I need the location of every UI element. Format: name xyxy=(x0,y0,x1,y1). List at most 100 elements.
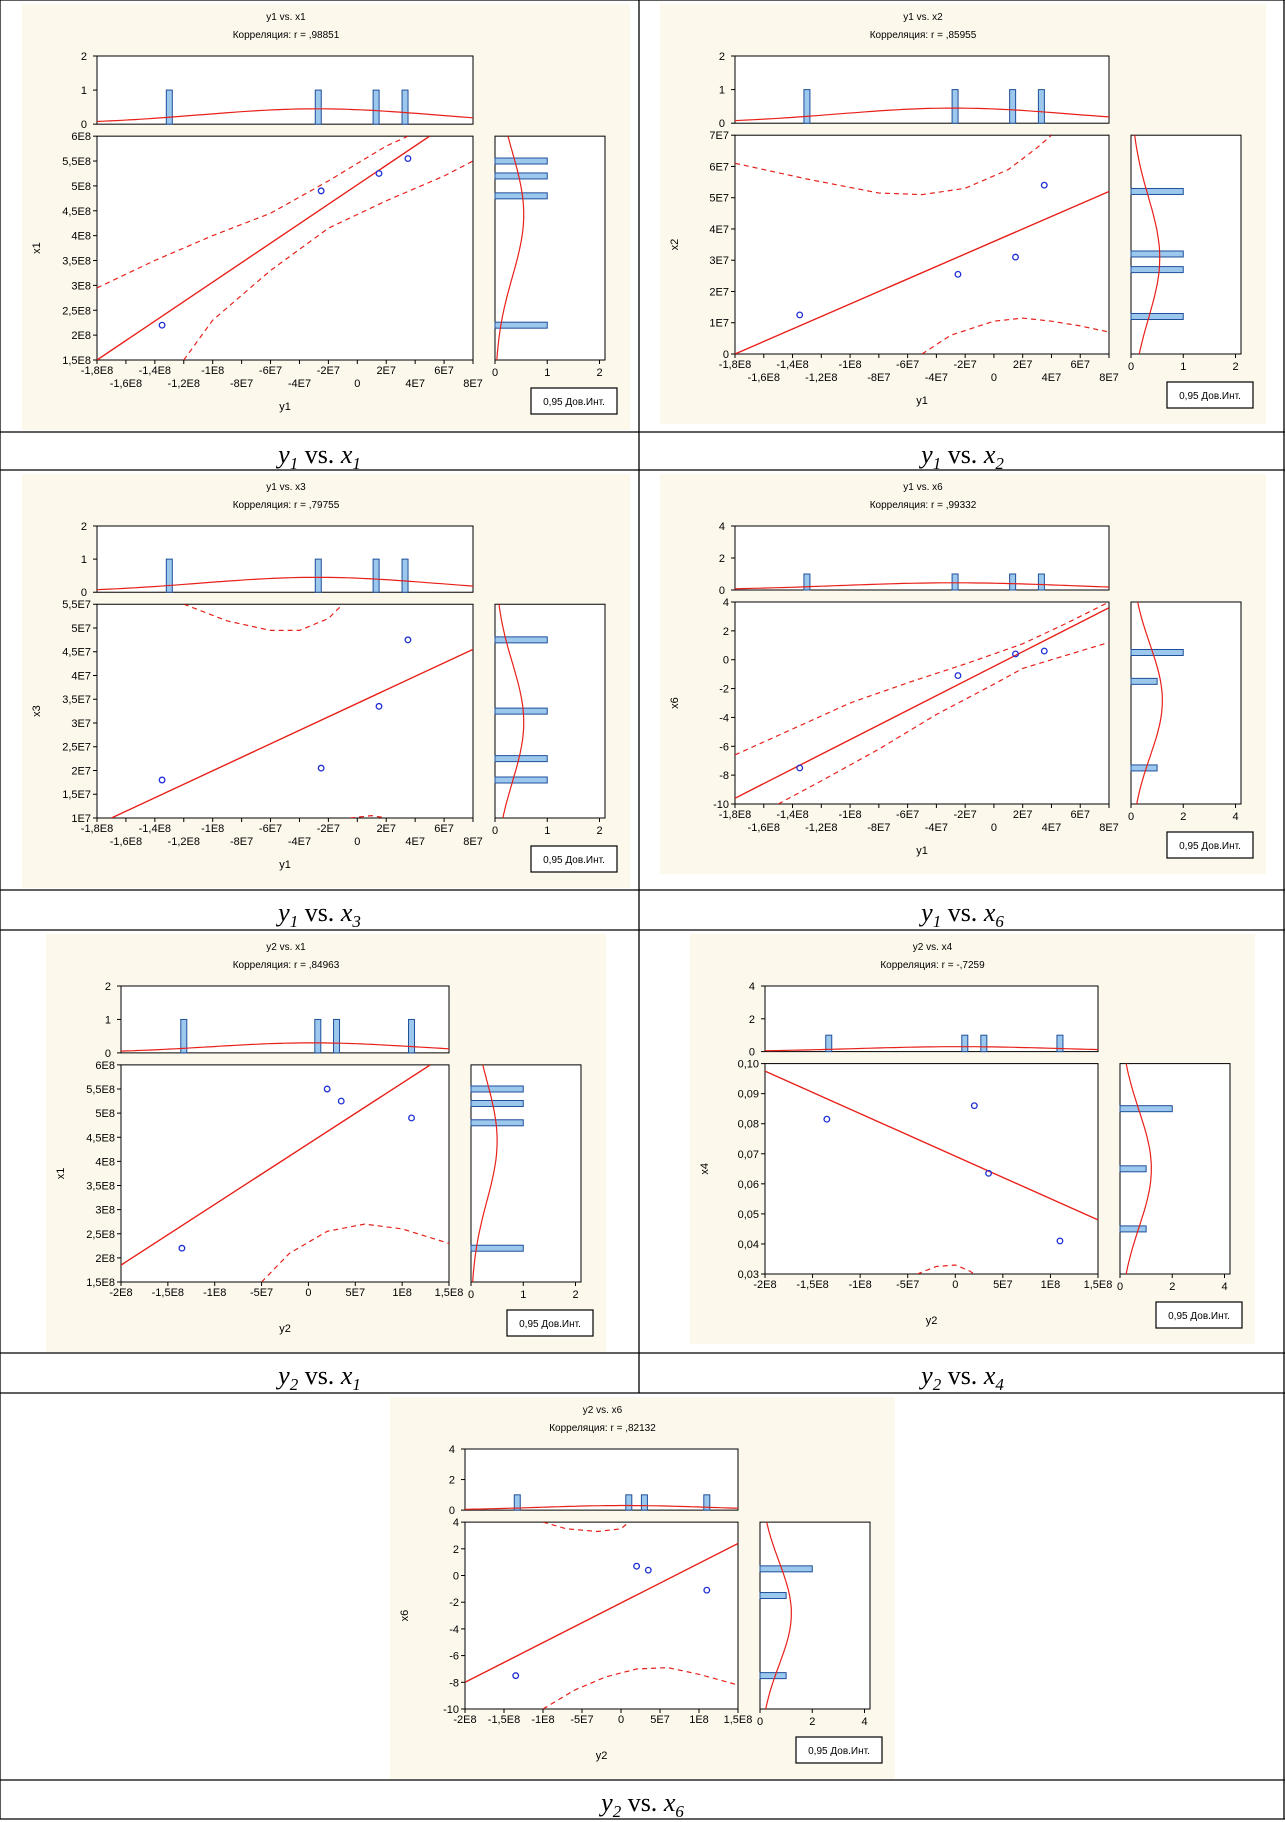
y-tick-label: 2,5E8 xyxy=(86,1229,115,1241)
y-tick-label: 3E7 xyxy=(709,255,729,267)
x-tick-label: 4E7 xyxy=(1042,822,1062,834)
side-hist-xtick-label: 2 xyxy=(1180,811,1186,823)
y-tick-label: 2 xyxy=(723,626,729,638)
data-point xyxy=(337,1097,345,1105)
side-hist-bar xyxy=(470,1099,524,1107)
ci-lower-curve xyxy=(183,160,473,360)
ci-upper-curve xyxy=(183,604,344,631)
x-tick-label: -1E8 xyxy=(838,359,861,371)
x-tick-label: -1E8 xyxy=(531,1714,554,1726)
chart-title: y1 vs. x1 xyxy=(266,12,306,23)
x-tick-label: -8E7 xyxy=(867,372,890,384)
y-tick-label: 3E8 xyxy=(71,280,91,292)
y-tick-label: 2 xyxy=(453,1544,459,1556)
side-hist-xtick-label: 0 xyxy=(492,825,498,837)
top-hist-curve xyxy=(734,107,1110,122)
data-point xyxy=(178,1244,186,1252)
top-hist-bar xyxy=(803,89,811,124)
y-tick-label: -4 xyxy=(719,712,729,724)
data-point xyxy=(317,764,325,772)
data-point xyxy=(404,155,412,162)
side-hist-xtick-label: 1 xyxy=(544,367,550,379)
y-tick-label: -6 xyxy=(449,1651,459,1663)
side-hist-bar xyxy=(759,1565,813,1573)
data-point xyxy=(796,764,804,772)
top-hist-ytick-label: 0 xyxy=(105,1048,111,1060)
x-tick-label: -1E8 xyxy=(203,1287,226,1299)
top-hist-curve xyxy=(765,1046,1099,1052)
x-axis-label: y1 xyxy=(916,845,928,857)
ci-legend-label: 0,95 Дов.Инт. xyxy=(808,1746,870,1757)
y-tick-label: 1E7 xyxy=(709,318,729,330)
chart-title: y1 vs. x2 xyxy=(903,12,943,23)
regression-line xyxy=(765,1070,1098,1221)
scatter-frame xyxy=(734,134,1110,355)
y-tick-label: 0,05 xyxy=(738,1209,759,1221)
x-tick-label: -5E7 xyxy=(250,1287,273,1299)
x-tick-label: 1E8 xyxy=(689,1714,709,1726)
side-hist-xtick-label: 2 xyxy=(809,1716,815,1728)
top-hist-ytick-label: 2 xyxy=(81,51,87,63)
data-point xyxy=(1056,1237,1064,1245)
regression-line xyxy=(465,1542,738,1683)
side-hist-bar xyxy=(1130,677,1158,685)
y-tick-label: 6E7 xyxy=(709,161,729,173)
chart-title: y1 vs. x3 xyxy=(266,482,306,493)
x-tick-label: 1E8 xyxy=(392,1287,412,1299)
ci-upper-curve xyxy=(735,135,1052,196)
x-axis-label: y2 xyxy=(279,1323,291,1335)
y-axis-label: x3 xyxy=(31,705,43,717)
y-tick-label: 0,04 xyxy=(738,1239,759,1251)
top-hist-bar xyxy=(703,1494,711,1511)
top-hist-bar xyxy=(408,1018,416,1054)
top-hist-ytick-label: 0 xyxy=(749,1047,755,1059)
ci-legend-label: 0,95 Дов.Инт. xyxy=(543,855,605,866)
y-tick-label: 6E8 xyxy=(95,1060,115,1072)
chart-subtitle: Корреляция: r = ,85955 xyxy=(870,30,977,41)
scatter-plot-area xyxy=(465,1522,738,1709)
top-histogram-frame xyxy=(120,985,450,1054)
top-hist-bar xyxy=(314,1018,322,1054)
top-hist-bar xyxy=(980,1034,988,1053)
side-hist-bar xyxy=(1119,1105,1173,1113)
side-hist-xtick-label: 1 xyxy=(544,825,550,837)
scatter-plot-area xyxy=(97,136,473,360)
side-hist-bar xyxy=(1130,764,1158,772)
x-tick-label: 4E7 xyxy=(1042,372,1062,384)
x-tick-label: -1,6E8 xyxy=(748,372,780,384)
top-hist-ytick-label: 0 xyxy=(81,119,87,131)
ci-upper-curve xyxy=(735,602,1109,756)
top-hist-bar xyxy=(165,89,173,125)
x-tick-label: 0 xyxy=(952,1279,958,1291)
y-tick-label: 4E7 xyxy=(71,670,91,682)
scatter-frame xyxy=(96,135,474,361)
y-tick-label: 4,5E7 xyxy=(62,647,91,659)
x-tick-label: -1,2E8 xyxy=(168,378,200,390)
y-tick-label: -2 xyxy=(449,1597,459,1609)
caption-0: y1 vs. x1 xyxy=(278,440,361,474)
top-hist-bar xyxy=(1009,89,1017,124)
top-hist-ytick-label: 4 xyxy=(719,521,725,533)
y-tick-label: 2E8 xyxy=(95,1253,115,1265)
y-tick-label: 4 xyxy=(723,597,729,609)
y-tick-label: 5E8 xyxy=(71,181,91,193)
y-tick-label: 3,5E8 xyxy=(62,256,91,268)
y-tick-label: 1,5E8 xyxy=(62,355,91,367)
top-hist-bar xyxy=(401,89,409,125)
top-hist-ytick-label: 0 xyxy=(81,587,87,599)
x-tick-label: -1E8 xyxy=(849,1279,872,1291)
caption-3: y1 vs. x6 xyxy=(921,898,1004,932)
x-tick-label: -6E7 xyxy=(896,359,919,371)
side-hist-xtick-label: 4 xyxy=(861,1716,867,1728)
top-hist-bar xyxy=(1056,1034,1064,1053)
y-tick-label: -6 xyxy=(719,741,729,753)
regression-line xyxy=(121,1064,431,1266)
x-tick-label: -1,6E8 xyxy=(110,836,142,848)
x-tick-label: -1E8 xyxy=(201,365,224,377)
caption-6: y2 vs. x6 xyxy=(601,1788,684,1822)
ci-lower-curve xyxy=(921,317,1109,354)
x-tick-label: -1,8E8 xyxy=(719,809,751,821)
y-tick-label: -4 xyxy=(449,1624,459,1636)
